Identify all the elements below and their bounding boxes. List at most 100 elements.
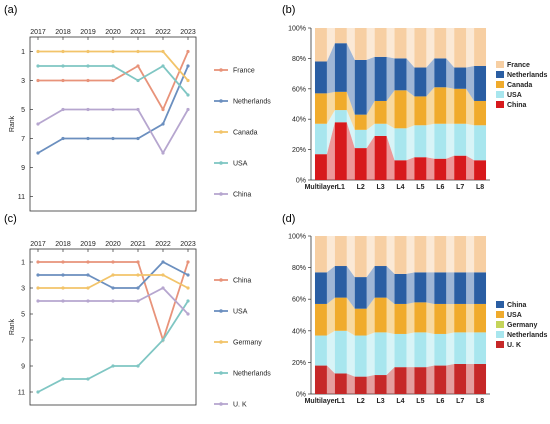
bar-segment [414,236,427,273]
series-line [37,300,189,393]
x-tick-label: L3 [377,184,385,191]
bar-segment [334,91,347,111]
data-point [61,136,65,141]
data-point [111,364,115,368]
y-tick-label: 5 [21,312,25,319]
flow-band [386,236,395,274]
x-tick-label: 2020 [105,29,121,36]
legend-marker [219,340,223,344]
data-point [136,64,140,68]
flow-band [466,155,475,180]
y-tick-label: 20% [292,360,306,367]
data-point [136,107,140,112]
flow-band [406,332,415,368]
bar-segment [434,87,447,124]
data-point [136,273,140,277]
data-point [86,273,90,277]
y-tick-label: 9 [21,364,25,371]
data-point [161,338,165,342]
bar-segment [414,125,427,158]
bar-segment [474,272,487,304]
data-point [111,49,115,54]
bar-segment [334,330,347,374]
bar-segment [314,61,327,94]
bar-segment [314,28,327,62]
flow-band [386,297,395,334]
bar-segment [374,56,387,101]
bar-segment [374,135,387,180]
legend-label: Canada [233,130,258,137]
data-point [161,64,165,68]
bar-segment [394,58,407,91]
flow-band [346,373,355,394]
x-tick-label: L5 [416,398,424,405]
flow-band [466,88,475,126]
legend-marker [219,130,223,134]
bar-segment [454,236,467,273]
data-point [186,107,190,112]
bar-segment [434,303,447,334]
panel-label: (a) [4,4,17,16]
bar-segment [334,373,347,394]
legend-marker [219,309,223,313]
legend-label: China [233,278,251,285]
flow-band [326,297,335,336]
bar-segment [474,363,487,394]
x-tick-label: Multilayer [305,184,338,191]
bar-segment [474,66,487,101]
flow-band [446,236,455,273]
bar-segment [374,266,387,298]
bar-segment [374,100,387,124]
flow-band [446,87,455,124]
flow-band [386,367,395,394]
flow-band [346,28,355,60]
data-point [186,49,190,54]
data-point [161,151,165,155]
data-point [111,260,115,264]
legend-swatch [496,91,504,98]
data-point [86,260,90,264]
bar-chart-1: (b) 0% 20% 40% 60% 80% 100% Multilayer L1 L2 L3 L4 L… [282,4,548,191]
bar-segment [474,28,487,66]
x-tick-label: 2019 [80,241,96,248]
x-tick-label: 2020 [105,241,121,248]
data-point [61,299,65,303]
legend-label: U. K [233,402,247,409]
legend-swatch [496,341,504,348]
flow-band [406,302,415,334]
x-tick-label: L3 [377,398,385,405]
legend-swatch [496,301,504,308]
bar-segment [454,123,467,156]
flow-band [346,122,355,180]
bar-segment [434,58,447,88]
bar-segment [394,367,407,394]
bar-segment [414,272,427,303]
bar-segment [374,123,387,136]
bar-segment [314,335,327,366]
data-point [61,49,65,54]
flow-band [426,123,435,159]
x-tick-label: 2021 [130,241,146,248]
data-point [61,273,65,277]
x-tick-label: L1 [337,398,345,405]
flow-band [446,332,455,366]
flow-band [406,367,415,394]
bar-segment [414,367,427,394]
legend-marker [219,278,223,282]
data-point [61,78,65,83]
y-tick-label: 60% [292,297,306,304]
x-tick-label: L5 [416,184,424,191]
flow-band [326,236,335,273]
data-point [36,286,40,290]
legend-swatch [496,321,504,328]
bar-segment [434,158,447,180]
data-point [111,64,115,68]
flow-band [446,155,455,180]
flow-band [426,332,435,368]
data-point [186,260,190,264]
flow-band [466,303,475,333]
flow-band [406,58,415,97]
data-point [36,64,40,68]
bar-segment [374,375,387,394]
